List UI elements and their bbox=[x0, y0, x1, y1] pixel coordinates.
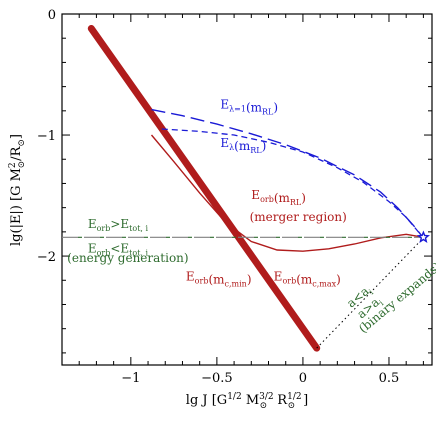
y-tick-label: −1 bbox=[37, 129, 56, 144]
x-tick-label: 0 bbox=[299, 371, 307, 386]
axis-tick-labels: −1 −0.5 0 0.5 0 −1 −2 bbox=[37, 8, 399, 386]
annotation-label: Eorb(mRL) bbox=[251, 188, 306, 207]
series-line-band bbox=[91, 29, 316, 349]
y-tick-label: 0 bbox=[48, 8, 56, 23]
annotation-label: Eλ(mRL) bbox=[220, 136, 266, 155]
annotation-label: Eλ=1(mRL) bbox=[220, 97, 278, 116]
x-tick-label: −1 bbox=[121, 371, 140, 386]
annotation-label: Eorb(mc,min) bbox=[186, 269, 252, 288]
x-axis-label: lg J [G1/2 M3/2 ⊙ R1/2 ⊙] bbox=[186, 392, 308, 411]
annotation-label: (energy generation) bbox=[67, 251, 188, 265]
annotation-label: Eorb>Etot, i bbox=[88, 217, 149, 233]
y-axis-label: lg(|E|) [G M2⊙/R⊙] bbox=[8, 134, 27, 246]
x-tick-label: 0.5 bbox=[379, 371, 400, 386]
y-tick-label: −2 bbox=[37, 250, 56, 265]
annotation-label: Eorb(mc,max) bbox=[274, 269, 341, 288]
x-tick-label: −0.5 bbox=[201, 371, 233, 386]
annotation-label: (merger region) bbox=[250, 210, 347, 224]
